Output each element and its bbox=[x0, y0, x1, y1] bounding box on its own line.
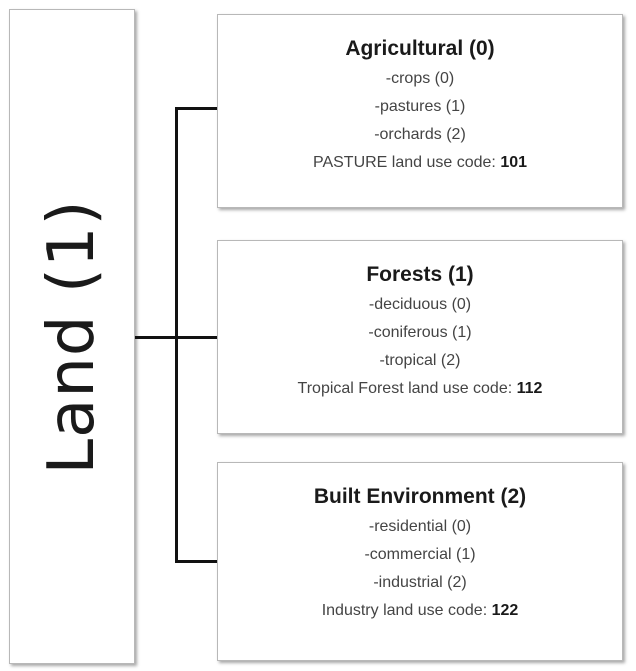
land-use-code-line: Tropical Forest land use code: 112 bbox=[218, 380, 622, 397]
category-title: Agricultural (0) bbox=[345, 37, 495, 60]
category-title: Forests (1) bbox=[366, 263, 474, 286]
category-item: -pastures (1) bbox=[374, 98, 466, 115]
category-box-built-environment: Built Environment (2) -residential (0) -… bbox=[217, 462, 623, 661]
land-use-code-label: PASTURE land use code: bbox=[312, 154, 501, 171]
category-item: -commercial (1) bbox=[364, 546, 476, 563]
connector-forests bbox=[175, 336, 218, 339]
category-item: -deciduous (0) bbox=[368, 296, 472, 313]
category-box-forests: Forests (1) -deciduous (0) -coniferous (… bbox=[217, 240, 623, 434]
category-title: Built Environment (2) bbox=[313, 485, 527, 508]
connector-root bbox=[135, 336, 177, 339]
category-box-agricultural: Agricultural (0) -crops (0) -pastures (1… bbox=[217, 14, 623, 208]
land-use-code-line: Industry land use code: 122 bbox=[218, 602, 622, 619]
land-use-code-value: 101 bbox=[500, 154, 528, 171]
category-item: -orchards (2) bbox=[374, 126, 466, 143]
category-item: -residential (0) bbox=[368, 518, 472, 535]
category-item: -coniferous (1) bbox=[368, 324, 472, 341]
land-use-code-value: 112 bbox=[516, 380, 543, 397]
category-item: -tropical (2) bbox=[379, 352, 461, 369]
root-node-label: Land (1) bbox=[35, 198, 109, 475]
category-item: -industrial (2) bbox=[373, 574, 467, 591]
root-node-box: Land (1) bbox=[9, 9, 135, 664]
land-use-code-label: Tropical Forest land use code: bbox=[297, 380, 517, 397]
land-use-code-line: PASTURE land use code: 101 bbox=[218, 154, 622, 171]
connector-built-environment bbox=[175, 560, 218, 563]
land-use-code-label: Industry land use code: bbox=[321, 602, 492, 619]
connector-agricultural bbox=[175, 107, 218, 110]
connector-trunk bbox=[175, 107, 178, 563]
category-item: -crops (0) bbox=[385, 70, 455, 87]
land-use-code-value: 122 bbox=[491, 602, 519, 619]
